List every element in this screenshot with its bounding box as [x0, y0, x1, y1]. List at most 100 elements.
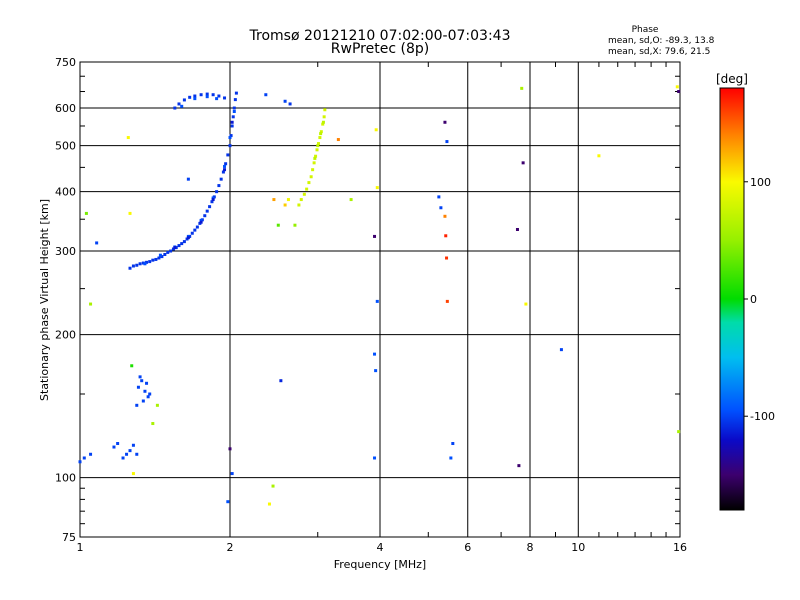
echo-point	[205, 209, 209, 213]
echo-point	[95, 241, 99, 245]
echo-point	[180, 242, 184, 246]
echo-point	[307, 181, 311, 185]
echo-point	[84, 211, 88, 215]
echo-point	[314, 154, 318, 158]
phase-note-o: mean, sd,O: -89.3, 13.8	[608, 36, 715, 46]
colorbar-tick-label: -100	[750, 410, 775, 423]
echo-point	[229, 134, 233, 138]
echo-point	[131, 443, 135, 447]
echo-point	[316, 142, 320, 146]
echo-point	[215, 190, 219, 194]
echo-point	[445, 256, 449, 260]
x-tick-label: 16	[673, 541, 687, 554]
echo-point	[182, 240, 186, 244]
echo-point	[140, 379, 144, 383]
echo-point	[121, 456, 125, 460]
echo-point	[163, 252, 167, 256]
echo-point	[559, 348, 563, 352]
echo-point	[205, 95, 209, 99]
echo-point	[374, 369, 378, 373]
echo-point	[223, 168, 227, 172]
echo-point	[138, 375, 142, 379]
echo-point	[321, 122, 325, 126]
echo-point	[228, 447, 232, 451]
echo-point	[305, 187, 309, 191]
echo-point	[141, 399, 145, 403]
echo-point	[234, 91, 238, 95]
echo-point	[208, 205, 212, 209]
echo-point	[232, 106, 236, 110]
echo-point	[319, 132, 323, 136]
colorbar	[719, 87, 745, 511]
echo-point	[154, 257, 158, 261]
echo-point	[193, 94, 197, 98]
x-tick-label: 4	[377, 541, 384, 554]
echo-point	[439, 206, 443, 210]
echo-point	[230, 472, 234, 476]
echo-point	[131, 472, 135, 476]
echo-point	[232, 109, 236, 113]
echo-point	[128, 449, 132, 453]
echo-point	[182, 98, 186, 102]
echo-point	[319, 130, 323, 134]
echo-point	[374, 128, 378, 132]
echo-point	[443, 214, 447, 218]
chart-title: Tromsø 20121210 07:02:00-07:03:43	[249, 28, 511, 44]
echo-point	[309, 175, 313, 179]
echo-point	[445, 299, 449, 303]
echo-point	[116, 442, 120, 446]
echo-point	[211, 93, 215, 97]
echo-point	[373, 234, 377, 238]
y-tick-label: 400	[55, 186, 76, 199]
echo-point	[199, 93, 203, 97]
echo-point	[230, 120, 234, 124]
echo-point	[315, 148, 319, 152]
echo-point	[444, 234, 448, 238]
echo-point	[316, 144, 320, 148]
y-tick-label: 100	[55, 472, 76, 485]
echo-point	[517, 464, 521, 468]
echo-point	[443, 120, 447, 124]
echo-point	[169, 249, 173, 253]
echo-point	[158, 253, 162, 257]
echo-point	[188, 95, 192, 99]
echo-point	[223, 164, 227, 168]
echo-point	[141, 261, 145, 265]
echo-point	[148, 392, 152, 396]
phase-note-heading: Phase	[632, 25, 659, 35]
y-axis-label: Stationary phase Virtual Height [km]	[38, 199, 51, 401]
chart-subtitle: RwPretec (8p)	[331, 41, 429, 57]
echo-point	[138, 262, 142, 266]
echo-point	[524, 302, 528, 306]
y-tick-label: 75	[62, 531, 76, 544]
echo-point	[221, 170, 225, 174]
echo-point	[226, 153, 230, 157]
echo-point	[166, 250, 170, 254]
echo-point	[145, 381, 149, 385]
echo-point	[521, 161, 525, 165]
echo-point	[312, 161, 316, 165]
echo-point	[223, 96, 227, 100]
echo-point	[217, 184, 221, 188]
echo-point	[445, 140, 449, 144]
x-tick-label: 2	[227, 541, 234, 554]
echo-point	[190, 231, 194, 235]
echo-point	[136, 385, 140, 389]
echo-point	[231, 115, 235, 119]
echo-point	[313, 156, 317, 160]
echo-point	[151, 422, 155, 426]
echo-point	[677, 430, 681, 434]
echo-point	[271, 484, 275, 488]
echo-point	[126, 136, 130, 140]
echo-point	[233, 98, 237, 102]
echo-point	[89, 452, 93, 456]
echo-point	[272, 198, 276, 202]
echo-point	[217, 94, 221, 98]
echo-point	[349, 198, 353, 202]
echo-point	[146, 395, 150, 399]
echo-point	[219, 177, 223, 181]
echo-point	[199, 218, 203, 222]
echo-point	[675, 85, 679, 89]
echo-point	[177, 102, 181, 106]
echo-point	[193, 228, 197, 232]
